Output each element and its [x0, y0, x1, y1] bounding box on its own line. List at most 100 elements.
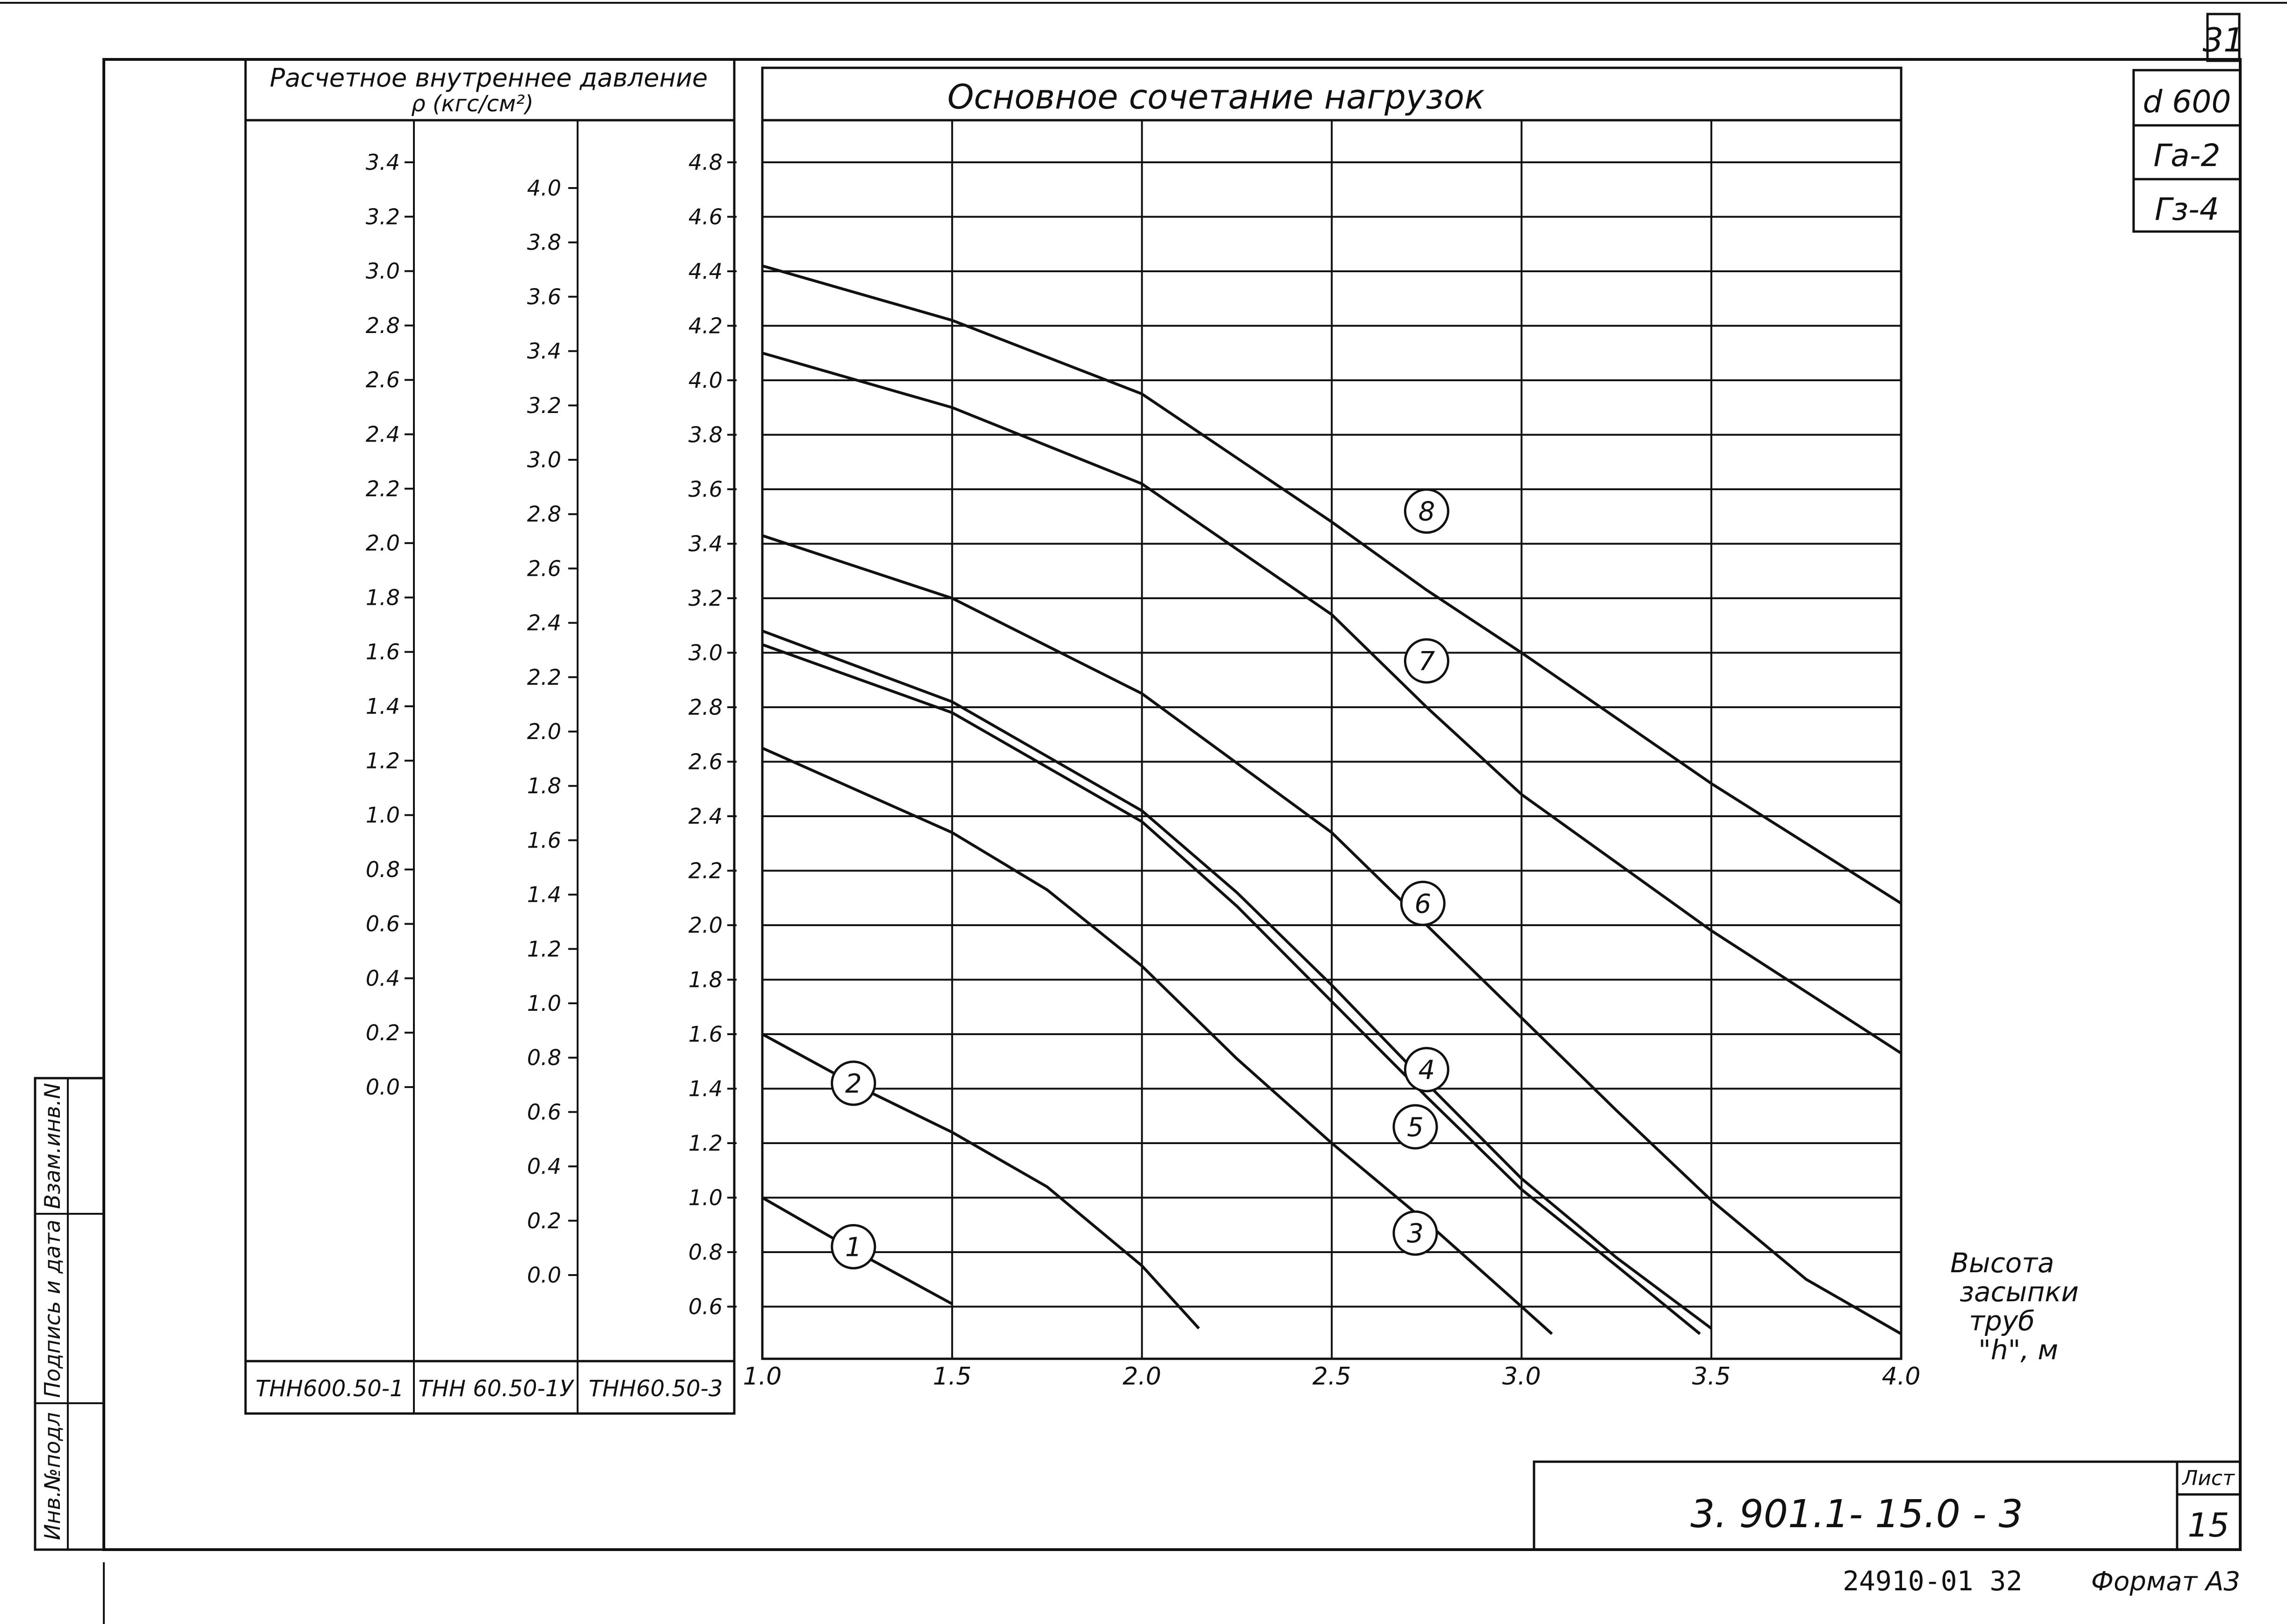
sheet-number: 15	[2187, 1506, 2229, 1544]
scale-tick-label: 3.4	[366, 150, 400, 175]
scale-tick-label: 3.6	[527, 284, 561, 309]
series-line-7	[762, 351, 1902, 1055]
scale-tick-label: 0.4	[366, 966, 400, 991]
scale-tick-label: 2.6	[366, 367, 400, 392]
x-axis-label: Высота засыпки труб "h", м	[1950, 1247, 2079, 1366]
scale-tick-label: 0.8	[527, 1045, 561, 1070]
scale-tick-label: 3.2	[527, 393, 561, 418]
scale-tick-label: 3.8	[688, 422, 723, 448]
series-marker-4	[1404, 1047, 1449, 1093]
scale-tick-label: 2.0	[366, 530, 400, 556]
left-strip-frame	[34, 1077, 105, 1551]
scale-tick-label: 2.2	[527, 665, 561, 690]
series-label-5: 5	[1407, 1112, 1424, 1143]
series-label-3: 3	[1407, 1218, 1424, 1249]
x-tick-label: 3.0	[1502, 1363, 1541, 1391]
scale-tick-label: 4.6	[688, 204, 723, 230]
series-line-4	[761, 630, 1712, 1330]
x-tick-label: 2.5	[1312, 1363, 1351, 1391]
scale-tick-label: 0.0	[366, 1074, 400, 1100]
x-tick-label: 2.0	[1122, 1363, 1161, 1391]
left-strip-label-1: Взам.инв.N	[40, 1083, 65, 1209]
pressure-panel-frame	[244, 58, 736, 1415]
scale-tick-label: 2.4	[688, 804, 723, 829]
left-strip-label-3: Инв.№подл	[40, 1412, 65, 1540]
scale-tick-label: 1.6	[527, 827, 561, 853]
scale-tick-label: 3.0	[366, 259, 400, 284]
series-marker-6	[1400, 880, 1446, 926]
series-line-3	[761, 747, 1553, 1335]
left-strip: Взам.инв.N Подпись и дата Инв.№подл	[34, 1077, 105, 1551]
series-label-2: 2	[845, 1069, 862, 1099]
scale-tick-label: 0.8	[366, 857, 400, 882]
series-line-8	[762, 264, 1902, 905]
title-block-frame	[1533, 1460, 2242, 1551]
scale-tick-label: 3.6	[688, 477, 723, 502]
series-line-5	[761, 643, 1701, 1335]
series-marker-5	[1392, 1104, 1438, 1150]
scale-tick-label: 1.2	[366, 748, 400, 773]
x-tick-label: 1.5	[933, 1363, 971, 1391]
series-marker-1	[831, 1224, 876, 1269]
scale-tick-label: 2.8	[366, 313, 400, 338]
scale-tick-label: 4.0	[688, 368, 723, 393]
scale-tick-label: 1.4	[366, 694, 400, 719]
scale-tick-label: 3.2	[688, 586, 723, 611]
stamp-ga: Гa-2	[2153, 138, 2220, 174]
sheet-frame	[102, 58, 2242, 1551]
scale-tick-label: 3.4	[527, 339, 561, 364]
pressure-column-label-2: ТНН 60.50-1У	[418, 1376, 574, 1402]
scale-tick-label: 3.0	[527, 447, 561, 472]
pressure-column-label-1: ТНН600.50-1	[255, 1376, 404, 1402]
x-tick-label: 4.0	[1882, 1363, 1921, 1391]
stamp-diameter: d 600	[2143, 84, 2231, 120]
pressure-panel: Расчетное внутреннее давление ρ (кгс/см²…	[244, 58, 737, 1415]
x-axis-ticks: 1.0 1.5 2.0 2.5 3.0 3.5 4.0	[743, 1363, 1921, 1391]
series-labels: 1 2 3 4 5 6 7 8	[831, 488, 1449, 1269]
stamp-frame	[2132, 69, 2242, 233]
pressure-header-line1: Расчетное внутреннее давление	[270, 63, 708, 93]
scale-tick-label: 4.0	[527, 175, 561, 201]
x-tick-label: 1.0	[743, 1363, 782, 1391]
scale-tick-label: 1.0	[366, 803, 400, 828]
scale-tick-label: 2.0	[688, 913, 723, 938]
left-strip-label-2: Подпись и дата	[40, 1219, 65, 1398]
series-marker-2	[831, 1060, 876, 1106]
series-marker-7	[1404, 638, 1449, 684]
scale-tick-label: 2.6	[688, 749, 723, 775]
sheet-number-top: 31	[2202, 21, 2244, 59]
scale-tick-label: 1.0	[527, 991, 561, 1016]
scale-tick-label: 2.6	[527, 556, 561, 581]
series-marker-8	[1404, 488, 1449, 534]
scale-tick-label: 2.0	[527, 719, 561, 744]
scale-tick-label: 1.2	[688, 1131, 723, 1156]
scale-tick-label: 2.4	[527, 610, 561, 636]
scale-tick-label: 4.4	[688, 259, 723, 284]
x-tick-label: 3.5	[1692, 1363, 1731, 1391]
series-label-7: 7	[1419, 646, 1435, 677]
scale-tick-label: 1.6	[366, 639, 400, 665]
scale-tick-label: 3.2	[366, 204, 400, 229]
scale-tick-label: 1.8	[688, 967, 723, 993]
series-line-2	[761, 1033, 1200, 1330]
sheet-number-box	[2206, 13, 2241, 62]
chart-title: Основное сочетание нагрузок	[948, 77, 1485, 116]
scale-tick-label: 1.8	[527, 773, 561, 798]
scale-tick-label: 3.8	[527, 230, 561, 255]
scale-tick-label: 1.8	[366, 585, 400, 610]
scale-tick-label: 0.6	[527, 1099, 561, 1124]
scale-tick-label: 3.0	[688, 640, 723, 666]
chart-grid	[761, 120, 1902, 1359]
scale-tick-label: 1.4	[527, 882, 561, 907]
scale-tick-label: 2.2	[366, 476, 400, 501]
scale-tick-label: 3.4	[688, 531, 723, 557]
pressure-header-line2: ρ (кгс/см²)	[411, 91, 534, 117]
scale-tick-label: 0.6	[688, 1294, 723, 1320]
series-label-4: 4	[1419, 1055, 1435, 1086]
scale-tick-label: 2.8	[527, 501, 561, 527]
series-marker-3	[1392, 1210, 1438, 1256]
title-block: 3. 901.1- 15.0 - 3 Лист 15 24910-01 32 Ф…	[1533, 1460, 2242, 1597]
scale-tick-label: 2.4	[366, 422, 400, 447]
scale-tick-label: 0.8	[688, 1240, 723, 1265]
